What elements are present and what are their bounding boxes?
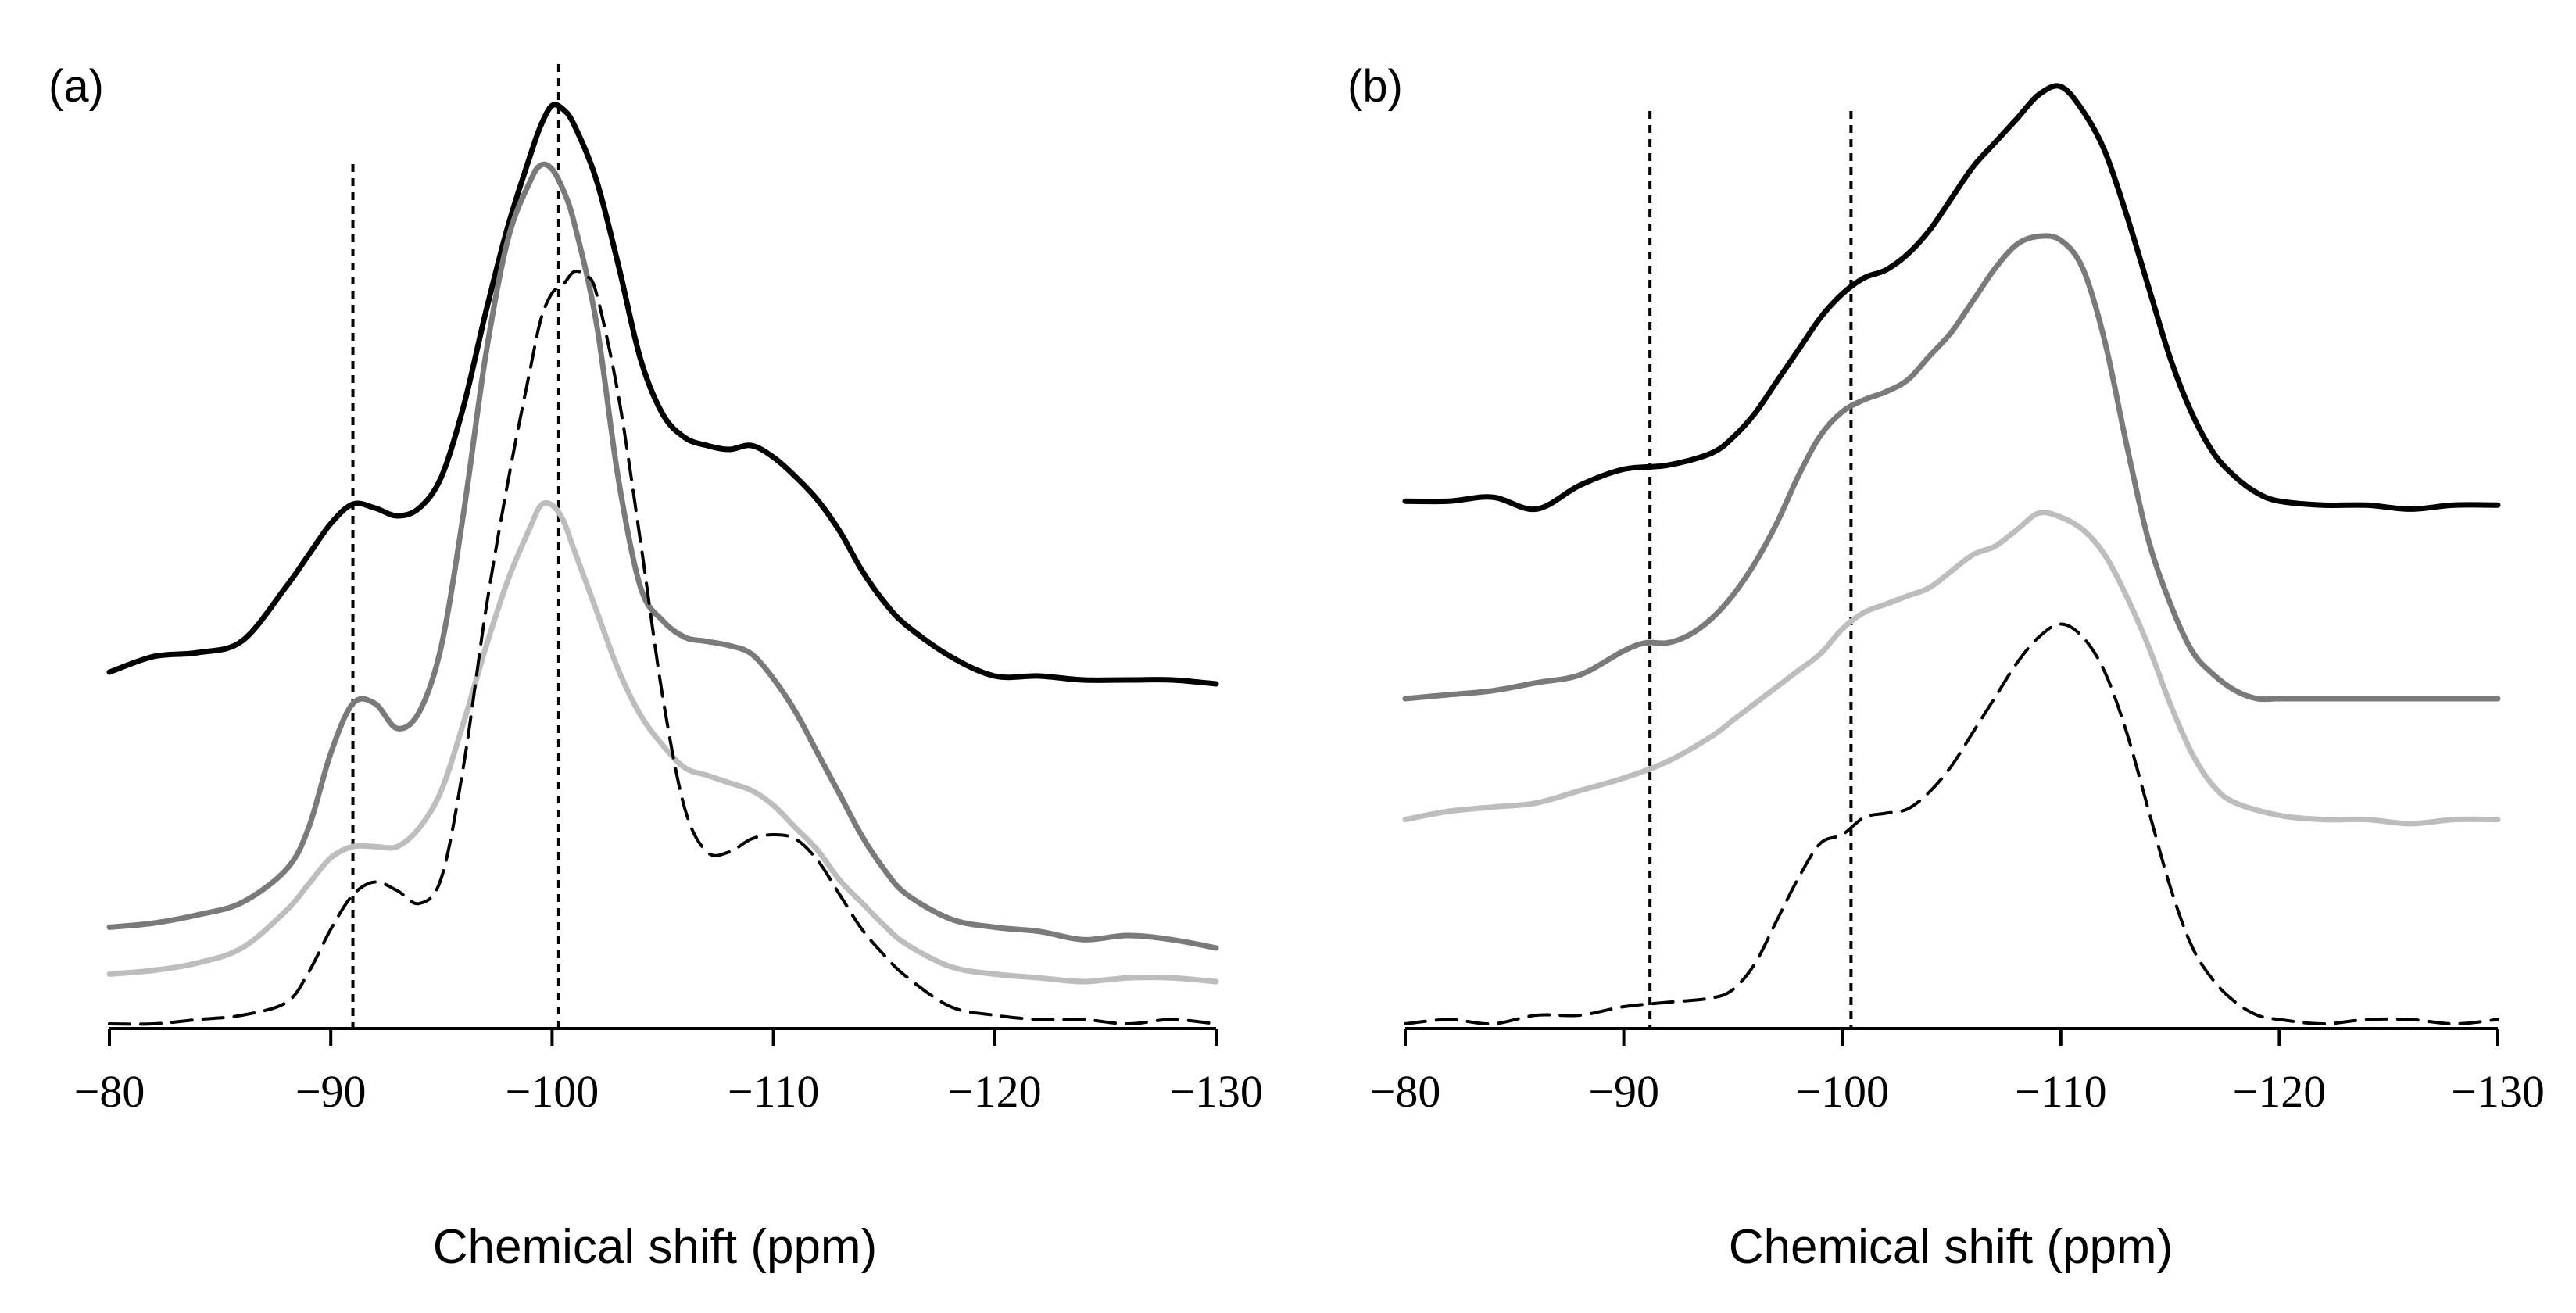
series-dashed (108, 269, 1218, 1026)
x-tick-label: −110 (2015, 1066, 2107, 1117)
series-light-gray (1402, 510, 2501, 827)
panel-a-label: (a) (48, 61, 104, 112)
panel-a-reference-lines (351, 64, 560, 1029)
x-tick-label: −110 (728, 1066, 820, 1117)
panel-b-label: (b) (1347, 61, 1403, 112)
x-tick-label: −100 (506, 1066, 599, 1117)
panel-b-x-axis: −80 −90 −100 −110 −120 −130 (1370, 1027, 2545, 1117)
x-tick-label: −80 (1370, 1066, 1441, 1117)
x-tick-label: −90 (1588, 1066, 1659, 1117)
x-tick-label: −130 (1169, 1066, 1263, 1117)
series-black (1402, 83, 2501, 513)
series-black (106, 102, 1219, 687)
x-tick-label: −120 (948, 1066, 1042, 1117)
panel-a-x-axis: −80 −90 −100 −110 −120 −130 (74, 1027, 1263, 1117)
panel-b: (b) −80 −90 −100 −110 −120 −130 Chemical shif… (1347, 61, 2545, 1274)
x-tick-label: −90 (295, 1066, 367, 1117)
x-tick-label: −100 (1795, 1066, 1889, 1117)
panel-a: (a) −80 −90 −100 −110 −120 −130 Chemical shif… (48, 61, 1263, 1274)
panel-a-x-axis-title: Chemical shift (ppm) (433, 1220, 877, 1274)
series-dashed (1404, 622, 2499, 1026)
panel-a-series (106, 102, 1219, 1026)
panel-b-x-axis-title: Chemical shift (ppm) (1729, 1220, 2173, 1274)
x-tick-label: −120 (2233, 1066, 2327, 1117)
x-tick-label: −80 (74, 1066, 145, 1117)
x-tick-label: −130 (2451, 1066, 2545, 1117)
panel-b-series (1402, 83, 2501, 1026)
series-light-gray (106, 499, 1219, 985)
panel-b-reference-lines (1648, 111, 1853, 1029)
series-dark-gray (1402, 233, 2501, 703)
series-dark-gray (106, 161, 1219, 951)
